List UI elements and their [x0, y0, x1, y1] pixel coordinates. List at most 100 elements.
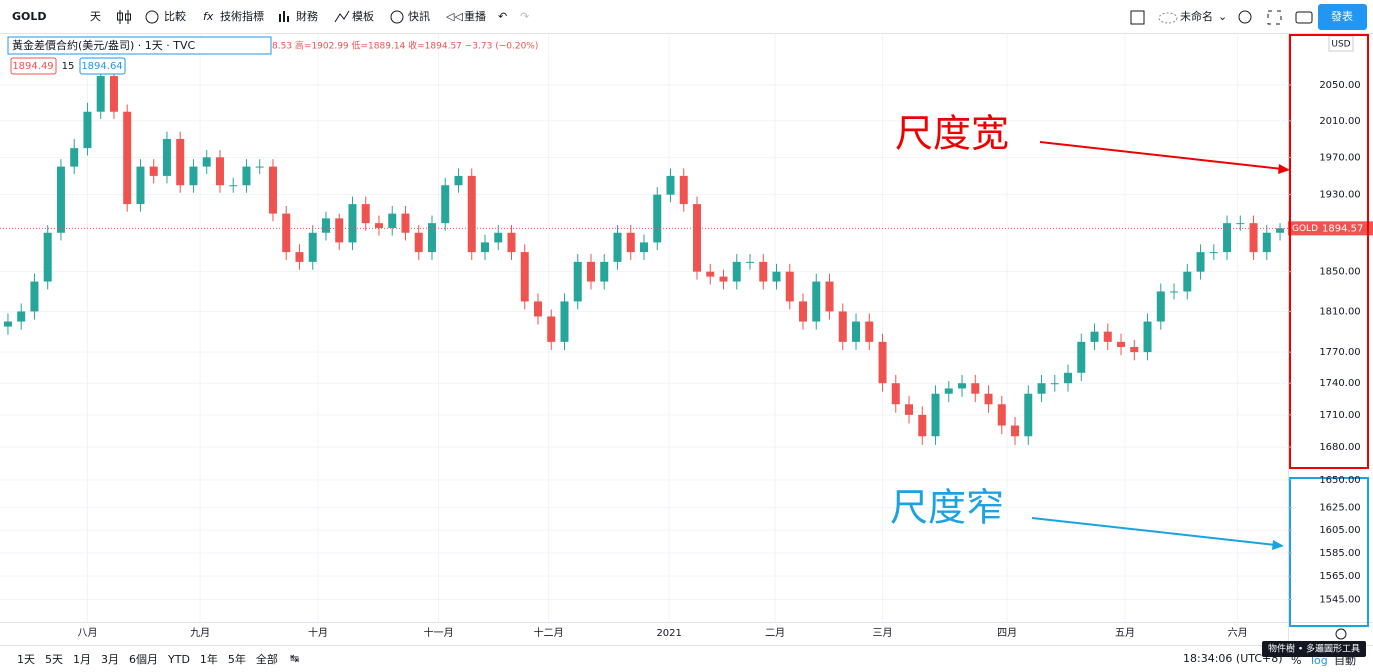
goto-date-icon[interactable]: ↹: [290, 652, 299, 665]
chart-style-icon[interactable]: [117, 10, 131, 24]
candle-body: [693, 204, 702, 272]
candle-body: [494, 232, 503, 243]
y-tick-label: 1810.00: [1319, 306, 1360, 317]
candle-body: [83, 111, 92, 149]
undo-button[interactable]: ↶: [498, 10, 507, 23]
financials-button[interactable]: 財務: [296, 9, 318, 23]
layout-icon[interactable]: [1130, 10, 1145, 25]
percent-toggle[interactable]: %: [1291, 654, 1301, 667]
candle-body: [918, 414, 927, 437]
candle-body: [997, 404, 1006, 426]
publish-button[interactable]: 發表: [1331, 9, 1353, 23]
range-button[interactable]: YTD: [167, 653, 190, 666]
narrow-annotation: 尺度窄: [890, 486, 1004, 530]
range-button[interactable]: 1天: [17, 653, 35, 666]
candle-body: [3, 321, 12, 327]
narrow-arrow: [1031, 517, 1277, 546]
candle-body: [1103, 331, 1112, 342]
candle-body: [308, 232, 317, 262]
y-tick-label: 1680.00: [1319, 442, 1360, 453]
axis-settings-icon[interactable]: [1335, 628, 1347, 640]
candle-body: [454, 175, 463, 186]
candle-body: [1090, 331, 1099, 342]
candle-body: [1130, 346, 1139, 353]
last-price-bg: [1288, 221, 1373, 236]
candle-body: [613, 232, 622, 262]
candle-body: [255, 166, 264, 168]
candle-body: [202, 157, 211, 167]
x-tick-label: 十二月: [534, 626, 564, 639]
x-tick-label: 三月: [873, 627, 893, 639]
range-button[interactable]: 5天: [45, 653, 63, 666]
alerts-icon: [390, 10, 404, 24]
candle-body: [1011, 425, 1020, 437]
candle-body: [1249, 223, 1258, 253]
candle-body: [348, 204, 357, 243]
y-tick-label: 1605.00: [1319, 525, 1360, 536]
financials-icon: [279, 11, 289, 22]
templates-button[interactable]: 模板: [352, 9, 374, 23]
x-tick-label: 五月: [1115, 627, 1135, 639]
candle-body: [1223, 223, 1232, 253]
symbol-button[interactable]: GOLD: [12, 10, 47, 23]
dropdown-arrow[interactable]: ⌄: [1218, 10, 1227, 23]
replay-button[interactable]: 重播: [464, 9, 486, 23]
cloud-icon: [1158, 12, 1178, 24]
fullscreen-icon[interactable]: [1267, 10, 1282, 25]
bid-box: [10, 57, 57, 75]
candle-body: [335, 218, 344, 243]
candle-body: [414, 232, 423, 253]
candle-body: [719, 276, 728, 282]
alerts-button[interactable]: 快訊: [408, 9, 430, 23]
candle-body: [971, 383, 980, 394]
compare-icon: [145, 10, 159, 24]
candle-body: [547, 316, 556, 342]
interval-button[interactable]: 天: [90, 10, 101, 23]
candle-body: [825, 281, 834, 312]
candle-body: [30, 281, 39, 312]
candle-body: [467, 175, 476, 253]
layout-name[interactable]: 未命名: [1180, 9, 1213, 23]
redo-button[interactable]: ↷: [520, 10, 529, 23]
candle-body: [229, 185, 238, 187]
range-button[interactable]: 全部: [256, 652, 278, 666]
y-tick-label: 2010.00: [1319, 116, 1360, 127]
candle-body: [70, 148, 79, 167]
candle-body: [626, 232, 635, 253]
tooltip-bg: [1262, 641, 1366, 657]
candle-body: [640, 242, 648, 253]
settings-icon[interactable]: [1238, 10, 1252, 24]
x-tick-label: 2021: [656, 628, 681, 639]
candle-body: [176, 138, 185, 186]
y-tick-label: 1970.00: [1319, 152, 1360, 163]
candle-body: [480, 242, 489, 253]
y-tick-label: 1740.00: [1319, 378, 1360, 389]
range-button[interactable]: 5年: [228, 652, 246, 666]
range-button[interactable]: 3月: [101, 653, 119, 666]
range-button[interactable]: 1年: [200, 652, 218, 666]
indicators-button[interactable]: 技術指標: [220, 9, 264, 23]
currency: USD: [1331, 40, 1350, 50]
candle-body: [96, 76, 105, 112]
y-tick-label: 2050.00: [1319, 80, 1360, 91]
x-tick-label: 十月: [308, 626, 328, 639]
candle-body: [706, 271, 715, 277]
x-tick-label: 八月: [77, 627, 97, 639]
candle-body: [878, 341, 887, 384]
range-button[interactable]: 1月: [73, 653, 91, 666]
log-toggle[interactable]: log: [1311, 654, 1328, 667]
candle-body: [268, 166, 277, 214]
candle-body: [838, 311, 847, 342]
x-tick-label: 十一月: [424, 626, 454, 639]
publish-button-bg[interactable]: [1318, 4, 1367, 30]
compare-button[interactable]: 比較: [164, 9, 186, 23]
legend-ohlc: 8.53 高=1902.99 低=1889.14 收=1894.57 −3.73…: [272, 40, 538, 52]
y-tick-label: 1585.00: [1319, 548, 1360, 559]
candle-body: [1156, 291, 1165, 322]
snapshot-icon[interactable]: [1295, 11, 1313, 24]
range-button[interactable]: 6個月: [129, 653, 158, 666]
candle-body: [944, 388, 953, 394]
candle-body: [958, 383, 967, 389]
